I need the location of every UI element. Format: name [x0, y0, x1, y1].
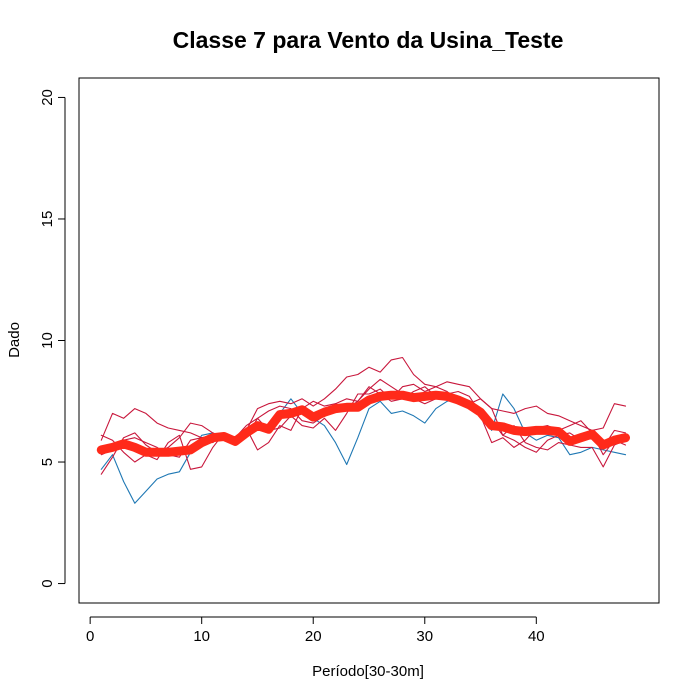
plot-area: 0 10 20 30 40 0 5 10 15 20: [39, 77, 660, 645]
y-tick-label: 20: [39, 89, 56, 106]
x-tick-label: 30: [416, 628, 433, 645]
x-axis-label: Período[30-30m]: [312, 663, 424, 680]
x-tick-label: 20: [305, 628, 322, 645]
y-tick-label: 0: [39, 579, 56, 587]
y-axis-label: Dado: [6, 322, 23, 358]
plot-frame: [78, 77, 660, 604]
x-tick-label: 40: [528, 628, 545, 645]
member-series-line-2: [100, 356, 627, 444]
x-tick-label: 10: [193, 628, 210, 645]
mean-series-line: [96, 390, 630, 457]
x-tick-label: 0: [86, 628, 94, 645]
y-tick-label: 10: [39, 332, 56, 349]
y-tick-label: 5: [39, 458, 56, 466]
y-tick-label: 15: [39, 211, 56, 228]
chart-title: Classe 7 para Vento da Usina_Teste: [173, 27, 564, 53]
member-series-line-1: [100, 393, 627, 504]
member-series-line-5: [100, 378, 627, 458]
